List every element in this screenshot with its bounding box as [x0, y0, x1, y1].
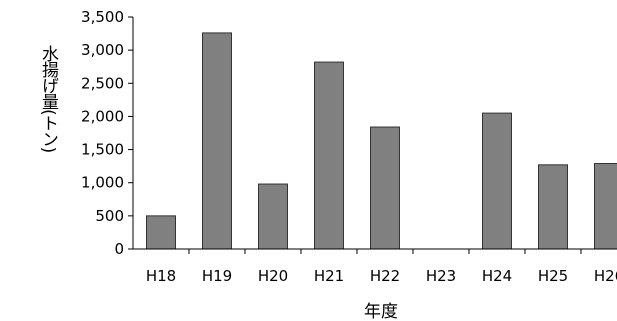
x-tick-label: H21 [314, 267, 344, 285]
bar [483, 113, 512, 249]
x-axis-title: 年度 [364, 302, 398, 321]
y-tick-label: 3,000 [81, 41, 124, 59]
y-tick-label: 2,000 [81, 107, 124, 125]
y-axis-title: 水揚げ量(トン) [38, 45, 59, 153]
x-tick-label: H26 [594, 267, 617, 285]
x-tick-label: H25 [538, 267, 568, 285]
y-tick-label: 1,500 [81, 141, 124, 159]
y-tick-label: 500 [95, 207, 124, 225]
y-tick-label: 3,500 [81, 8, 124, 26]
y-axis-ticks: 0 500 1,000 1,500 2,000 2,500 3,000 3,500 [81, 8, 133, 258]
x-tick-label: H20 [258, 267, 288, 285]
bar [539, 165, 568, 249]
bar [203, 33, 232, 249]
bar [147, 216, 176, 249]
x-tick-label: H24 [482, 267, 512, 285]
x-tick-label: H22 [370, 267, 400, 285]
y-tick-label: 0 [114, 240, 124, 258]
y-tick-label: 2,500 [81, 74, 124, 92]
bar [371, 127, 400, 249]
bar [595, 163, 617, 249]
y-tick-label: 1,000 [81, 174, 124, 192]
x-axis-ticks: H18 H19 H20 H21 H22 H23 H24 H25 H26 [146, 249, 617, 285]
bar [259, 184, 288, 249]
x-tick-label: H23 [426, 267, 456, 285]
x-tick-label: H19 [202, 267, 232, 285]
x-tick-label: H18 [146, 267, 176, 285]
bar [315, 62, 344, 249]
bars [147, 33, 617, 249]
